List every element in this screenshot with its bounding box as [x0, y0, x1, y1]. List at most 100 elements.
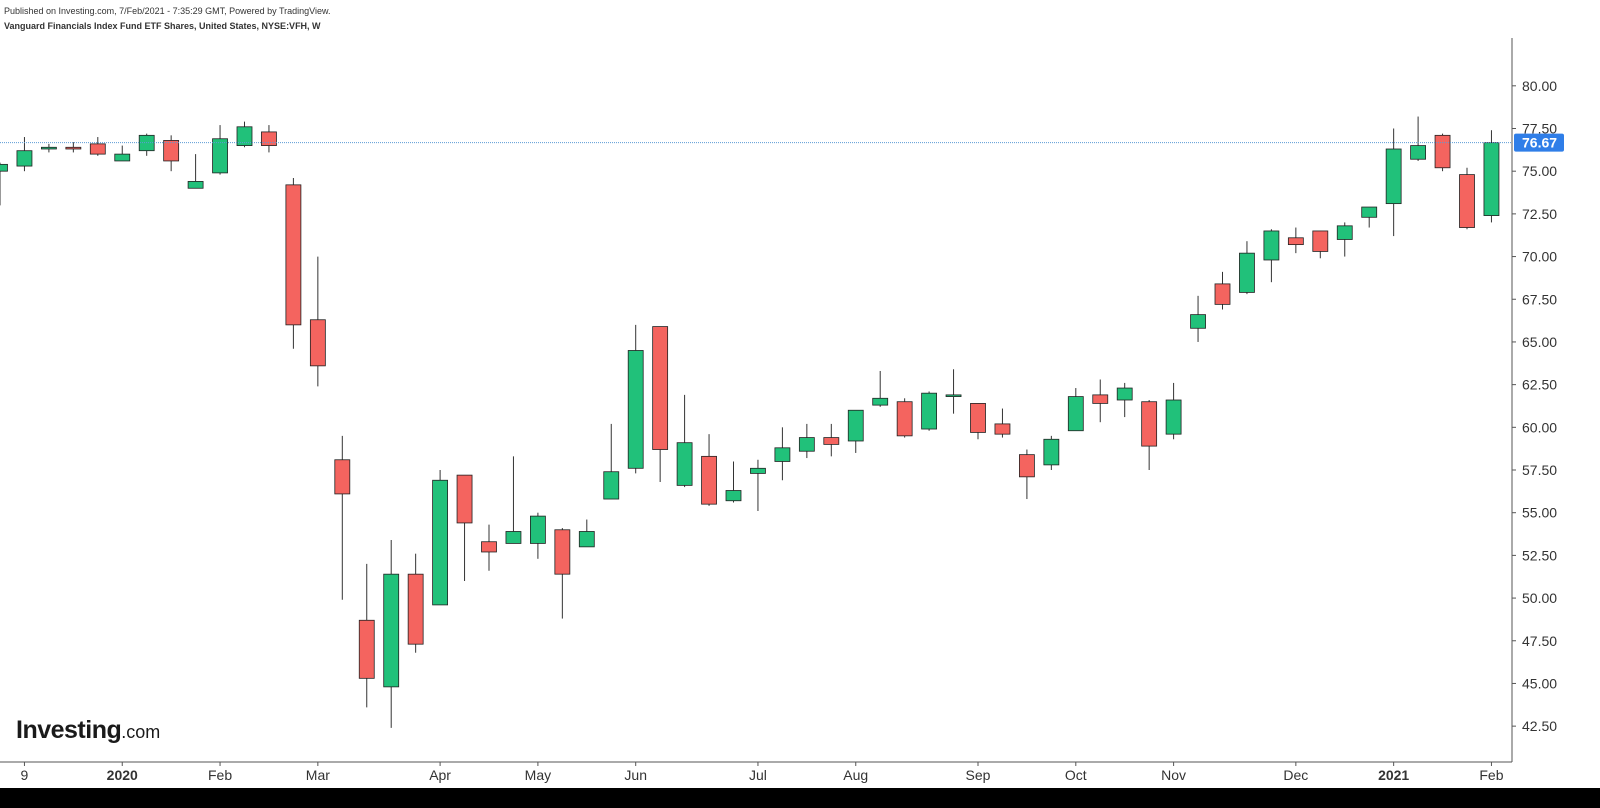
candle-body — [1165, 399, 1182, 435]
candle — [970, 403, 986, 440]
candle — [921, 391, 937, 431]
candle-body — [970, 403, 986, 433]
y-tick-label: 67.50 — [1522, 291, 1557, 307]
candle — [1190, 295, 1206, 342]
y-tick-label: 47.50 — [1522, 633, 1557, 649]
candle-body — [309, 319, 326, 367]
y-tick-label: 65.00 — [1522, 334, 1557, 350]
candle — [163, 135, 180, 172]
candle — [603, 423, 620, 500]
candle-body — [774, 447, 791, 462]
y-tick-label: 77.50 — [1522, 121, 1557, 137]
candle — [1263, 229, 1280, 283]
x-axis: 9 2020 Feb Mar Apr May Jun Jul Aug Sep Oct Nov Dec 20… — [0, 761, 1512, 783]
candle-body — [652, 326, 669, 450]
candle-body — [285, 184, 302, 326]
x-tick-label: 9 — [21, 767, 29, 783]
candle — [1239, 241, 1255, 295]
candle-body — [261, 131, 277, 146]
candle — [505, 456, 522, 544]
y-axis: 80.00 77.50 75.00 72.50 70.00 67.50 65.00 62.50… — [1511, 38, 1564, 762]
candle-body — [505, 531, 522, 544]
y-tick-label: 75.00 — [1522, 163, 1557, 179]
candle-body — [1434, 134, 1451, 169]
candle-body — [750, 467, 766, 474]
x-tick-label: Dec — [1283, 767, 1308, 783]
candle — [1092, 379, 1109, 423]
candle — [1410, 116, 1426, 161]
candle — [676, 394, 693, 488]
candle — [1019, 449, 1035, 500]
candle-body — [65, 146, 82, 150]
candle-body — [921, 392, 937, 430]
x-tick-label: 2020 — [107, 767, 138, 783]
candle — [1141, 400, 1158, 471]
y-tick-label: 50.00 — [1522, 590, 1557, 606]
y-tick-label: 55.00 — [1522, 505, 1557, 521]
candle-body — [1019, 454, 1035, 478]
candle-body — [163, 140, 180, 162]
candle — [407, 553, 424, 653]
candle — [114, 145, 131, 162]
candle-body — [1043, 438, 1060, 466]
symbol-title: Vanguard Financials Index Fund ETF Share… — [4, 21, 321, 31]
candle — [554, 528, 571, 619]
x-tick-label: Feb — [208, 767, 232, 783]
candle — [1361, 206, 1378, 228]
candle — [945, 369, 962, 414]
candle — [212, 125, 228, 175]
candle-body — [1190, 314, 1206, 329]
candle-body — [530, 515, 546, 544]
candle-body — [1410, 145, 1426, 160]
x-tick-label: Oct — [1065, 767, 1087, 783]
candle — [16, 137, 33, 172]
candle — [285, 178, 302, 349]
candle — [1165, 382, 1182, 440]
candle — [725, 461, 742, 503]
candle-body — [432, 479, 449, 606]
candle — [456, 474, 473, 581]
candle — [138, 133, 155, 156]
x-tick-label: Aug — [843, 767, 868, 783]
candle-body — [1287, 237, 1304, 246]
candle-body — [1263, 230, 1280, 261]
x-tick-label: Jul — [749, 767, 767, 783]
candle-body — [481, 541, 497, 553]
candle — [481, 524, 497, 571]
candle-body — [627, 350, 644, 469]
candle-body — [554, 529, 571, 575]
x-tick-label: Sep — [966, 767, 991, 783]
candle-body — [823, 437, 840, 445]
candle-body — [456, 474, 473, 524]
candle — [358, 563, 375, 708]
x-tick-label: Nov — [1161, 767, 1186, 783]
candle — [701, 434, 717, 506]
logo-suffix: .com — [121, 722, 161, 742]
x-tick-label: May — [525, 767, 551, 783]
candle — [872, 370, 889, 407]
candle — [652, 326, 669, 482]
candle — [1287, 227, 1304, 254]
candle — [1312, 230, 1329, 259]
candle-body — [41, 146, 57, 150]
candle — [774, 427, 791, 481]
candle — [383, 540, 400, 728]
candle-body — [847, 409, 864, 442]
candle-body — [114, 153, 131, 162]
candle-body — [212, 138, 228, 174]
candle — [1043, 435, 1060, 471]
candle — [798, 423, 815, 459]
candle-body — [578, 531, 595, 548]
candle-body — [798, 437, 815, 452]
candle-body — [1116, 387, 1133, 401]
y-tick-label: 80.00 — [1522, 78, 1557, 94]
candle — [334, 435, 351, 600]
candle-body — [1361, 206, 1378, 218]
candle-body — [1141, 401, 1158, 447]
last-price-badge — [1514, 133, 1564, 152]
candle-body — [1092, 394, 1109, 404]
y-tick-label: 57.50 — [1522, 462, 1557, 478]
candle — [236, 121, 253, 148]
candle — [65, 142, 82, 153]
